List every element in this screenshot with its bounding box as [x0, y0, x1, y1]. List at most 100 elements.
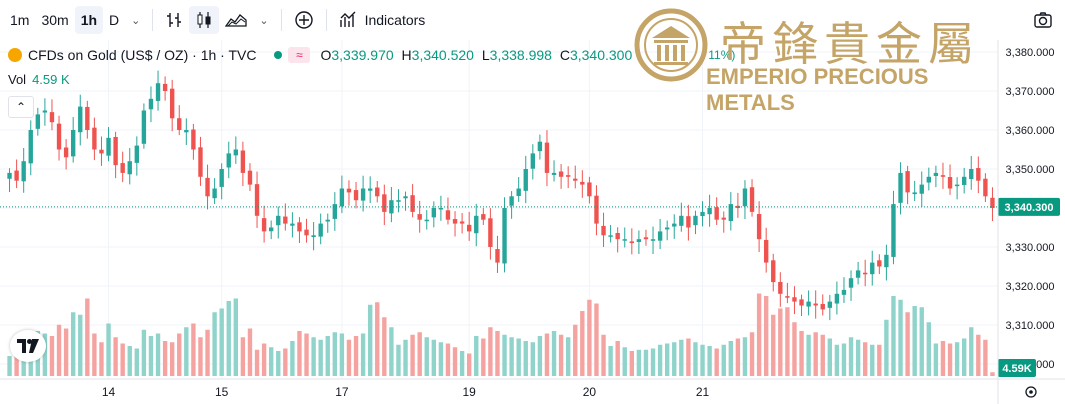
- price-chart[interactable]: 3,380.000 3,370.000 3,360.000 3,350.000 3,33…: [0, 40, 1065, 404]
- volume-bar: [254, 349, 260, 376]
- market-status-icon[interactable]: ≈: [288, 47, 311, 63]
- volume-bar: [558, 334, 564, 376]
- volume-bar: [304, 333, 309, 376]
- candle-body: [290, 223, 295, 226]
- volume-bar: [311, 337, 316, 376]
- toolbar-divider: [152, 9, 154, 31]
- symbol-title[interactable]: CFDs on Gold (US$ / OZ) · 1h · TVC: [28, 47, 257, 63]
- candle-body: [855, 270, 861, 278]
- volume-bar: [523, 341, 528, 376]
- volume-bar: [686, 338, 691, 376]
- volume-bar: [870, 344, 875, 376]
- tradingview-logo[interactable]: [10, 330, 46, 362]
- volume-bar: [672, 342, 677, 376]
- compare-plus-icon[interactable]: [288, 6, 320, 34]
- candle-body: [106, 137, 111, 156]
- candle-body: [311, 235, 316, 238]
- last-volume-badge: [998, 359, 1036, 377]
- volume-bar: [283, 348, 288, 376]
- volume-legend: Vol 4.59 K: [8, 72, 70, 87]
- candle-body: [898, 172, 903, 203]
- ohlc-values: O3,339.970 H3,340.520 L3,338.998 C3,340.…: [320, 47, 633, 63]
- volume-bar: [367, 304, 373, 376]
- candle-body: [191, 129, 196, 150]
- candle-body: [756, 214, 762, 240]
- candle-body: [594, 195, 599, 224]
- volume-bar: [947, 343, 953, 376]
- time-axis: 14 15 17 19 20 21: [0, 40, 1065, 404]
- volume-bar: [862, 342, 868, 376]
- interval-30m-button[interactable]: 30m: [41, 12, 69, 28]
- candle-body: [778, 281, 783, 294]
- volume-bar: [318, 339, 323, 376]
- area-style-icon[interactable]: [219, 6, 253, 34]
- emperio-logo: 帝鋒貴金屬 EMPERIO PRECIOUS METALS: [634, 6, 1004, 115]
- candle-body: [799, 299, 804, 306]
- interval-dropdown-chevron-icon[interactable]: ⌄: [131, 14, 141, 27]
- camera-icon[interactable]: [1027, 6, 1059, 34]
- candle-body: [261, 218, 267, 232]
- interval-1h-button[interactable]: 1h: [74, 6, 104, 34]
- candle-body: [735, 205, 741, 208]
- candle-body: [268, 227, 274, 232]
- candle-body: [940, 175, 946, 177]
- last-volume-label: 4.59K: [1002, 363, 1031, 375]
- volume-bar: [212, 312, 217, 376]
- chart-area[interactable]: 3,380.000 3,370.000 3,360.000 3,350.000 3,33…: [0, 40, 1065, 404]
- candle-body: [672, 223, 677, 227]
- price-tick-label: 3,320.000: [1006, 281, 1055, 293]
- volume-bar: [933, 343, 939, 376]
- bar-style-icon[interactable]: [159, 6, 189, 34]
- candle-body: [134, 145, 140, 163]
- candle-body: [643, 237, 649, 240]
- price-axis-bg: [998, 40, 1065, 404]
- candle-body: [742, 188, 748, 207]
- candle-body: [474, 215, 479, 234]
- candle-body: [445, 210, 451, 220]
- candle-body: [622, 239, 627, 241]
- chart-type-chevron-icon[interactable]: ⌄: [259, 14, 269, 27]
- candle-body: [389, 200, 394, 214]
- volume-bar: [594, 303, 599, 376]
- candle-body: [587, 182, 592, 197]
- volume-bar: [431, 339, 437, 376]
- volume-bar: [919, 307, 924, 376]
- volume-bar: [184, 327, 189, 376]
- candle-body: [276, 215, 281, 226]
- interval-d-button[interactable]: D: [109, 12, 120, 28]
- toolbar-divider: [280, 9, 282, 31]
- volume-bar: [240, 337, 246, 376]
- candle-body: [438, 208, 444, 210]
- volume-bar: [735, 338, 741, 376]
- candle-body: [707, 208, 712, 215]
- price-tick-label: 3,310.000: [1006, 320, 1055, 332]
- volume-bar: [749, 332, 755, 376]
- volume-bar: [580, 311, 585, 376]
- volume-bar: [205, 329, 210, 376]
- volume-bar: [728, 341, 734, 376]
- volume-bar: [516, 338, 521, 376]
- volume-bar: [771, 314, 776, 376]
- candle-body: [417, 214, 422, 220]
- candle-body: [353, 190, 359, 201]
- candle-body: [403, 196, 408, 199]
- candle-body: [558, 171, 564, 177]
- candle-body: [862, 272, 868, 275]
- collapse-legend-chevron-icon[interactable]: ⌃: [8, 96, 34, 118]
- interval-1m-button[interactable]: 1m: [10, 12, 30, 28]
- candle-body: [650, 239, 656, 241]
- volume-bar: [785, 307, 790, 376]
- volume-bar: [573, 324, 578, 376]
- volume-bar: [42, 333, 48, 376]
- candle-body: [42, 110, 48, 113]
- candle-body: [848, 278, 854, 288]
- candle-body: [884, 254, 889, 268]
- candle-body: [184, 130, 189, 133]
- indicators-button[interactable]: Indicators: [333, 6, 432, 34]
- candle-body: [629, 241, 635, 244]
- volume-bar: [297, 331, 302, 376]
- candle-body: [813, 303, 818, 306]
- candle-body: [325, 219, 330, 222]
- candles-style-icon[interactable]: [189, 6, 220, 34]
- candle-body: [205, 177, 210, 197]
